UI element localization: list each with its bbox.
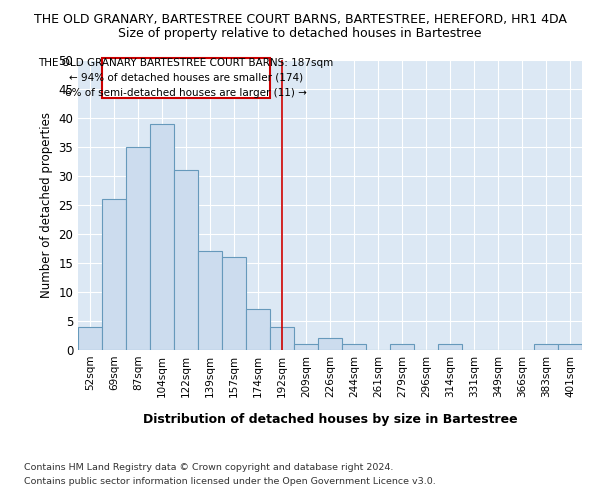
Bar <box>222 257 246 350</box>
Bar <box>270 327 294 350</box>
Bar <box>174 170 198 350</box>
Text: THE OLD GRANARY, BARTESTREE COURT BARNS, BARTESTREE, HEREFORD, HR1 4DA: THE OLD GRANARY, BARTESTREE COURT BARNS,… <box>34 12 566 26</box>
Text: Size of property relative to detached houses in Bartestree: Size of property relative to detached ho… <box>118 28 482 40</box>
Bar <box>294 344 318 350</box>
Text: THE OLD GRANARY BARTESTREE COURT BARNS: 187sqm
← 94% of detached houses are smal: THE OLD GRANARY BARTESTREE COURT BARNS: … <box>38 58 334 98</box>
Bar <box>438 344 462 350</box>
Bar <box>198 252 222 350</box>
Bar <box>246 310 270 350</box>
Bar <box>558 344 582 350</box>
Bar <box>102 199 126 350</box>
Text: Contains public sector information licensed under the Open Government Licence v3: Contains public sector information licen… <box>24 478 436 486</box>
Bar <box>78 327 102 350</box>
Bar <box>390 344 414 350</box>
Bar <box>126 147 150 350</box>
Bar <box>342 344 366 350</box>
FancyBboxPatch shape <box>103 58 269 98</box>
Bar <box>150 124 174 350</box>
Bar <box>318 338 342 350</box>
Y-axis label: Number of detached properties: Number of detached properties <box>40 112 53 298</box>
Text: Contains HM Land Registry data © Crown copyright and database right 2024.: Contains HM Land Registry data © Crown c… <box>24 462 394 471</box>
Text: Distribution of detached houses by size in Bartestree: Distribution of detached houses by size … <box>143 412 517 426</box>
Bar <box>534 344 558 350</box>
